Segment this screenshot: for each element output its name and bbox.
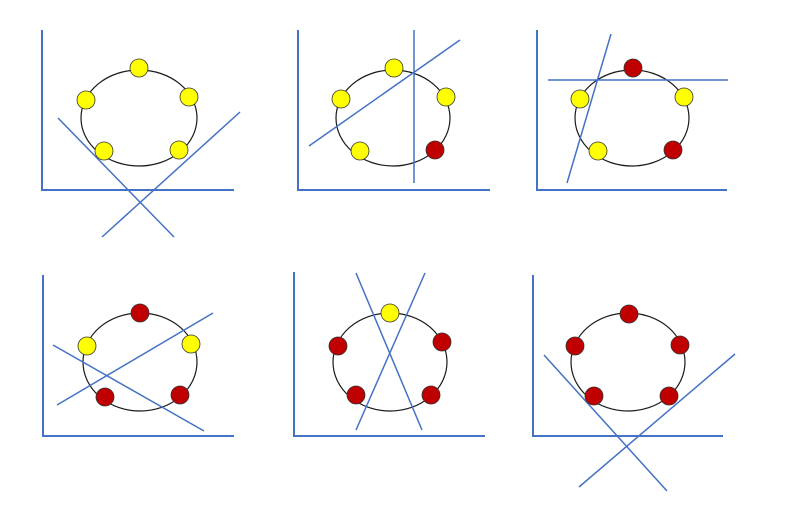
separating-line-1 bbox=[57, 117, 175, 238]
red-point bbox=[421, 385, 441, 405]
yellow-point bbox=[380, 303, 400, 323]
red-point bbox=[432, 332, 452, 352]
axes bbox=[532, 275, 723, 437]
red-point bbox=[584, 386, 604, 406]
axes bbox=[536, 30, 727, 191]
axes bbox=[293, 272, 485, 437]
panel-4 bbox=[42, 275, 234, 437]
yellow-point bbox=[76, 90, 96, 110]
yellow-point bbox=[350, 141, 370, 161]
separating-line-1 bbox=[543, 354, 668, 492]
red-point bbox=[170, 385, 190, 405]
separating-line-2 bbox=[56, 312, 214, 406]
red-point bbox=[328, 336, 348, 356]
yellow-point bbox=[436, 87, 456, 107]
yellow-point bbox=[181, 334, 201, 354]
axes bbox=[42, 275, 234, 437]
red-point bbox=[623, 58, 643, 78]
separating-line-2 bbox=[101, 111, 241, 238]
panel-6 bbox=[532, 275, 736, 492]
panel-5 bbox=[293, 272, 485, 437]
red-point bbox=[619, 304, 639, 324]
axes bbox=[297, 30, 490, 191]
yellow-point bbox=[331, 89, 351, 109]
red-point bbox=[346, 385, 366, 405]
yellow-point bbox=[588, 141, 608, 161]
red-point bbox=[95, 387, 115, 407]
yellow-point bbox=[169, 140, 189, 160]
red-point bbox=[130, 303, 150, 323]
panel-3 bbox=[536, 30, 728, 191]
red-point bbox=[670, 335, 690, 355]
panel-2 bbox=[297, 30, 490, 191]
red-point bbox=[663, 140, 683, 160]
yellow-point bbox=[384, 58, 404, 78]
red-point bbox=[659, 386, 679, 406]
separating-line-2 bbox=[355, 272, 426, 431]
yellow-point bbox=[179, 87, 199, 107]
separating-line-1 bbox=[355, 272, 423, 431]
yellow-point bbox=[129, 58, 149, 78]
separating-line-2 bbox=[566, 33, 612, 184]
separating-line-1 bbox=[52, 344, 205, 432]
panel-1 bbox=[41, 30, 241, 238]
yellow-point bbox=[674, 87, 694, 107]
yellow-point bbox=[77, 336, 97, 356]
red-point bbox=[565, 336, 585, 356]
separating-line-1 bbox=[308, 39, 461, 147]
red-point bbox=[425, 140, 445, 160]
yellow-point bbox=[94, 141, 114, 161]
separating-line-2 bbox=[578, 353, 736, 488]
yellow-point bbox=[570, 89, 590, 109]
axes bbox=[41, 30, 234, 191]
